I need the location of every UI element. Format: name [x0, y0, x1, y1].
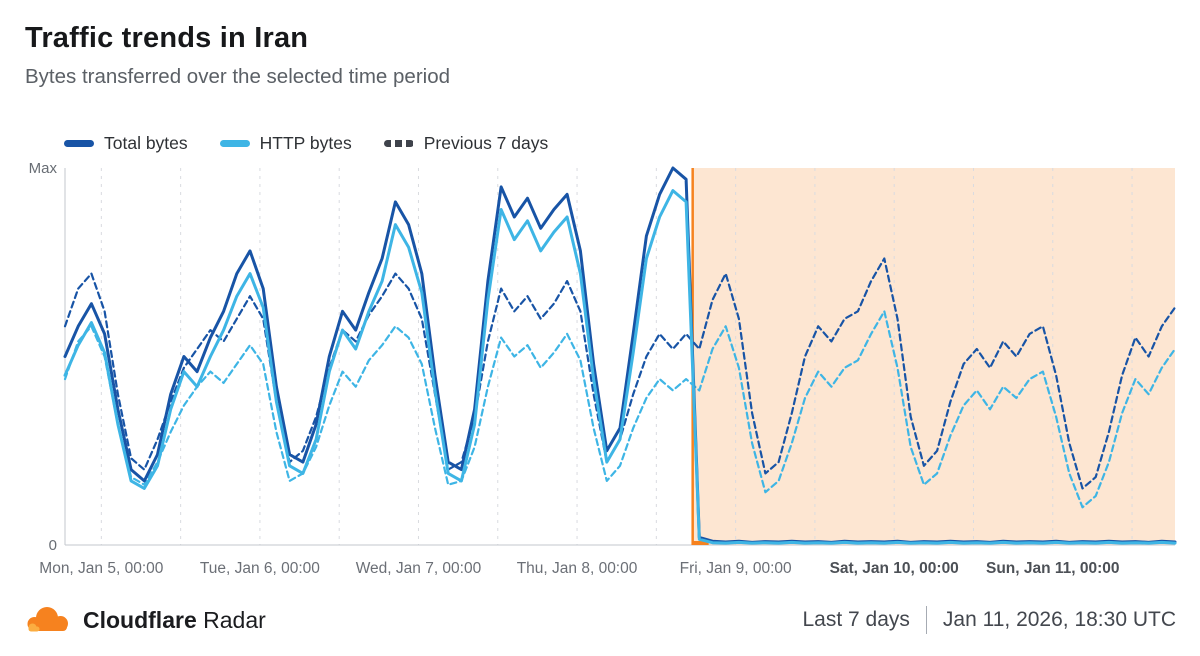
http-bytes-swatch — [219, 140, 250, 147]
page-subtitle: Bytes transferred over the selected time… — [25, 65, 451, 88]
legend-item-total-bytes[interactable]: Total bytes — [64, 133, 188, 154]
page-title: Traffic trends in Iran — [25, 22, 309, 54]
svg-text:Fri, Jan 9, 00:00: Fri, Jan 9, 00:00 — [680, 560, 792, 577]
legend-label-total-bytes: Total bytes — [104, 133, 188, 153]
svg-text:Wed, Jan 7, 00:00: Wed, Jan 7, 00:00 — [356, 560, 482, 577]
range-info: Last 7 days Jan 11, 2026, 18:30 UTC — [802, 606, 1176, 634]
svg-text:Max: Max — [29, 160, 58, 177]
chart-legend: Total bytes HTTP bytes Previous 7 days — [64, 133, 548, 154]
cloudflare-radar-brand[interactable]: Cloudflare Radar — [24, 605, 266, 635]
brand-cloudflare: Cloudflare — [83, 606, 197, 633]
time-range-label: Last 7 days — [802, 608, 910, 631]
svg-text:0: 0 — [49, 537, 57, 554]
brand-radar: Radar — [203, 606, 266, 633]
legend-item-previous-7-days[interactable]: Previous 7 days — [383, 133, 549, 154]
legend-label-previous-7-days: Previous 7 days — [423, 133, 549, 153]
svg-text:Sat, Jan 10, 00:00: Sat, Jan 10, 00:00 — [830, 560, 959, 577]
legend-item-http-bytes[interactable]: HTTP bytes — [219, 133, 352, 154]
svg-text:Tue, Jan 6, 00:00: Tue, Jan 6, 00:00 — [200, 560, 320, 577]
svg-text:Sun, Jan 11, 00:00: Sun, Jan 11, 00:00 — [986, 560, 1120, 577]
timestamp-label: Jan 11, 2026, 18:30 UTC — [942, 608, 1176, 631]
traffic-chart-svg[interactable]: Max 0 Mon, Jan 5, 00:00 Tue, Jan 6, 00:00 We… — [0, 150, 1200, 590]
cloudflare-logo-icon — [27, 607, 68, 632]
svg-text:Thu, Jan 8, 00:00: Thu, Jan 8, 00:00 — [517, 560, 638, 577]
legend-label-http-bytes: HTTP bytes — [259, 133, 352, 153]
brand-text: Cloudflare Radar — [83, 607, 266, 634]
report-header: Traffic trends in Iran Bytes transferred… — [25, 22, 450, 89]
footer-separator — [925, 606, 927, 634]
report-footer: Cloudflare Radar Last 7 days Jan 11, 202… — [0, 596, 1200, 644]
previous-7-days-swatch — [383, 140, 414, 147]
total-bytes-swatch — [64, 140, 94, 147]
svg-text:Mon, Jan 5, 00:00: Mon, Jan 5, 00:00 — [39, 560, 163, 577]
